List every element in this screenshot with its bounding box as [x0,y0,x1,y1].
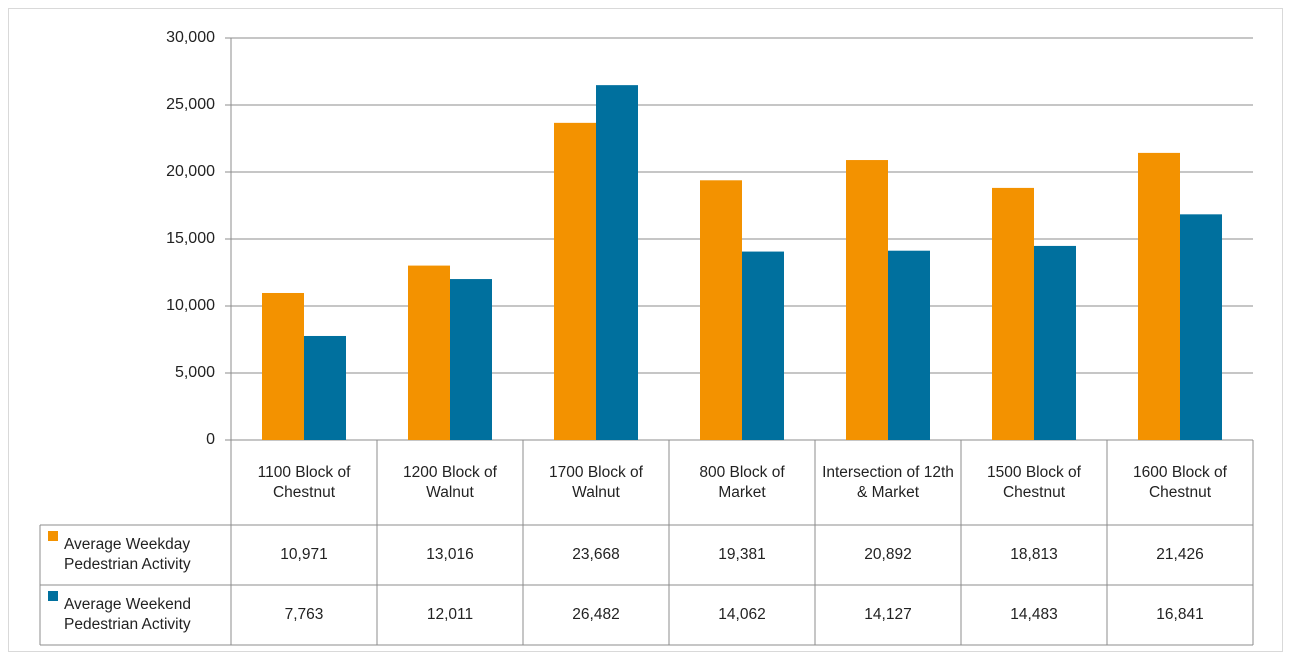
data-label: 23,668 [572,546,620,563]
bar [596,85,638,440]
data-label: 13,016 [426,546,474,563]
bar [888,250,930,440]
bar [1138,152,1180,440]
legend-swatch [48,591,58,601]
y-tick-label: 5,000 [175,364,215,381]
bar [742,251,784,440]
legend-swatch [48,531,58,541]
y-tick-label: 30,000 [166,29,215,46]
y-tick-label: 25,000 [166,96,215,113]
data-label: 12,011 [426,606,474,623]
data-label: 20,892 [864,546,912,563]
legend-entry: Average Weekend Pedestrian Activity [40,585,231,645]
chart-frame [8,8,1283,652]
legend-label: Average Weekday Pedestrian Activity [64,536,191,573]
category-label: Intersection of 12th & Market [822,463,954,501]
bar [1034,245,1076,440]
y-tick-label: 0 [206,431,215,448]
data-label: 18,813 [1010,546,1058,563]
bar [408,265,450,440]
category-label: 1200 Block of Walnut [403,463,497,501]
bar [992,187,1034,440]
y-tick-label: 20,000 [166,163,215,180]
category-label: 800 Block of Market [699,463,785,501]
data-label: 14,127 [864,606,912,623]
category-label: 1500 Block of Chestnut [987,463,1081,501]
data-label: 14,062 [718,606,766,623]
bar [304,335,346,440]
data-label: 21,426 [1156,546,1204,563]
data-label: 10,971 [280,546,328,563]
legend-label: Average Weekend Pedestrian Activity [64,596,191,633]
data-label: 7,763 [284,606,324,623]
bar [700,180,742,440]
y-tick-label: 15,000 [166,230,215,247]
y-tick-label: 10,000 [166,297,215,314]
bar [450,279,492,440]
bar [846,160,888,441]
data-label: 26,482 [572,606,620,623]
bar [262,292,304,440]
bar [554,122,596,440]
category-label: 1600 Block of Chestnut [1133,463,1227,501]
data-label: 19,381 [718,546,766,563]
legend-entry: Average Weekday Pedestrian Activity [40,525,231,585]
data-label: 14,483 [1010,606,1058,623]
category-label: 1100 Block of Chestnut [257,463,351,501]
category-label: 1700 Block of Walnut [549,463,643,501]
bar [1180,214,1222,440]
data-label: 16,841 [1156,606,1204,623]
